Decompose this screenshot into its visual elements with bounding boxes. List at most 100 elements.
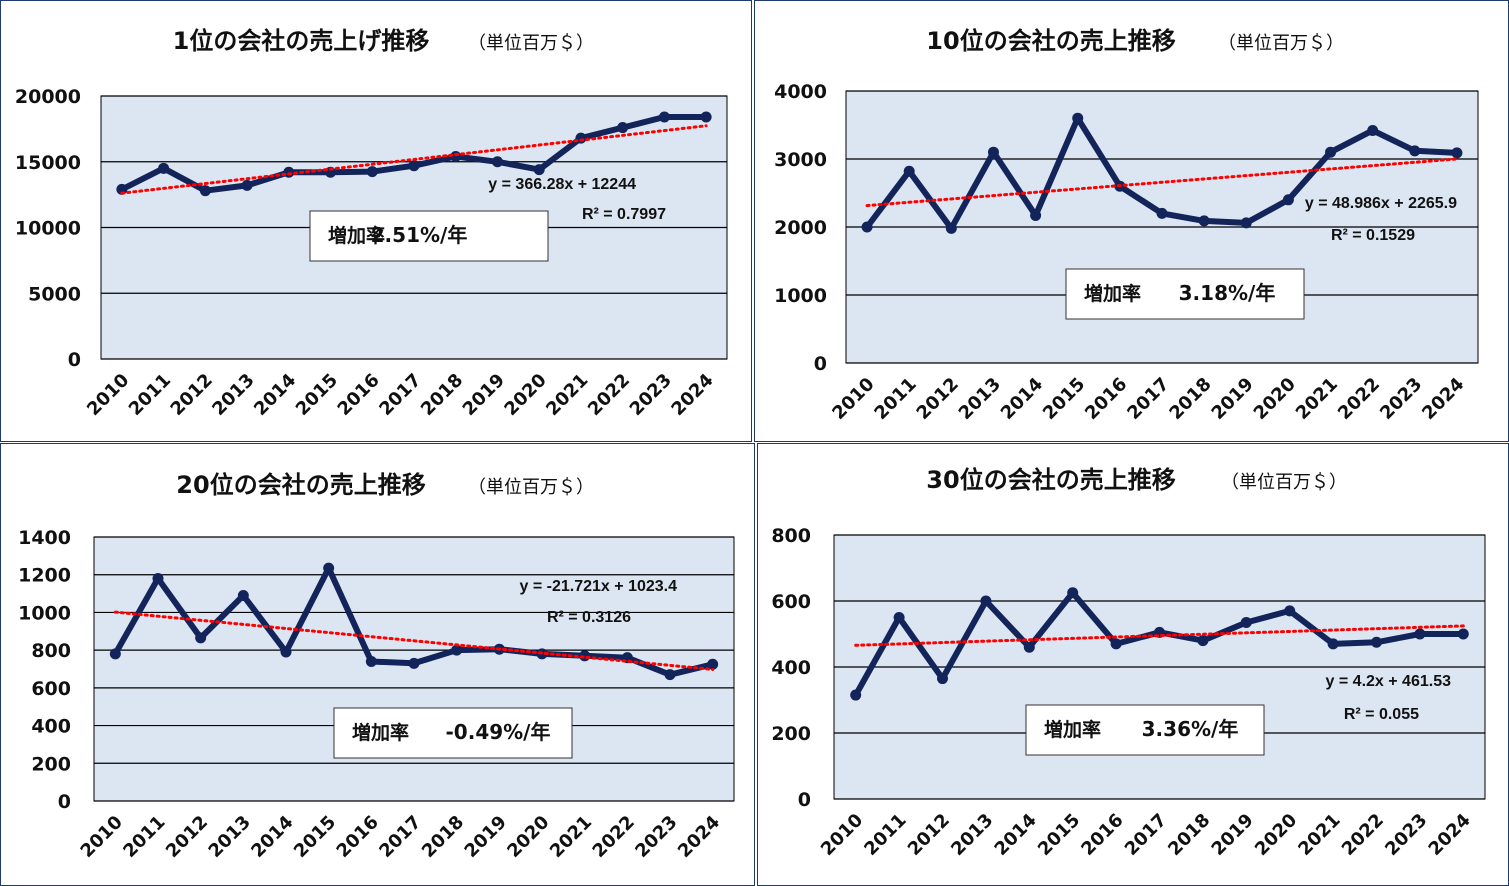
y-tick-label: 1400 bbox=[18, 527, 71, 549]
data-point bbox=[1198, 215, 1210, 227]
x-tick-label: 2019 bbox=[1208, 810, 1258, 860]
x-tick-label: 2010 bbox=[828, 374, 878, 424]
y-tick-label: 3000 bbox=[774, 149, 827, 171]
chart-unit-label: （単位百万＄） bbox=[1221, 472, 1347, 493]
rate-label: 増加率 bbox=[352, 721, 409, 744]
data-point bbox=[1110, 638, 1122, 650]
x-tick-label: 2015 bbox=[290, 812, 340, 862]
data-point bbox=[109, 648, 121, 660]
data-point bbox=[152, 572, 164, 584]
rate-box bbox=[333, 707, 573, 759]
x-tick-label: 2014 bbox=[247, 812, 297, 862]
y-tick-label: 1000 bbox=[774, 285, 827, 307]
trendline-r-squared: R² = 0.3126 bbox=[547, 609, 631, 626]
chart-svg-rank-1: 1位の会社の売上げ推移 （単位百万＄） 0 5000 10000 15000 20000 20… bbox=[15, 27, 728, 420]
plot-area bbox=[93, 536, 735, 802]
chart-panel-rank-20: 20位の会社の売上推移 （単位百万＄） 0 200 400 600 800 1000 1200 1… bbox=[0, 443, 755, 886]
data-point bbox=[1284, 605, 1296, 617]
data-point bbox=[617, 122, 629, 134]
data-point bbox=[658, 111, 670, 123]
y-tick-label: 400 bbox=[771, 657, 811, 679]
data-point bbox=[903, 165, 915, 177]
x-tick-label: 2015 bbox=[1034, 810, 1084, 860]
chart-title: 20位の会社の売上推移 bbox=[176, 471, 425, 499]
x-tick-label: 2011 bbox=[119, 812, 169, 862]
x-tick-label: 2019 bbox=[461, 812, 511, 862]
y-tick-label: 20000 bbox=[15, 86, 81, 108]
x-tick-label: 2024 bbox=[674, 812, 724, 862]
y-tick-label: 15000 bbox=[15, 152, 81, 174]
x-tick-label: 2017 bbox=[375, 370, 425, 420]
x-tick-label: 2021 bbox=[1294, 810, 1344, 860]
rate-label: 増加率 bbox=[1044, 718, 1101, 741]
data-point bbox=[700, 111, 712, 123]
x-tick-label: 2023 bbox=[626, 370, 676, 420]
chart-title: 1位の会社の売上げ推移 bbox=[173, 27, 430, 55]
data-point bbox=[1282, 194, 1294, 206]
trendline bbox=[120, 124, 708, 195]
rate-label: 増加率 bbox=[1084, 282, 1141, 305]
data-point bbox=[707, 658, 719, 670]
data-point bbox=[987, 146, 999, 158]
trendline-equation: y = -21.721x + 1023.4 bbox=[520, 578, 678, 595]
trendline-r-squared: R² = 0.1529 bbox=[1331, 227, 1415, 244]
data-point bbox=[1451, 147, 1463, 159]
x-tick-label: 2013 bbox=[955, 374, 1005, 424]
data-point bbox=[1030, 209, 1042, 221]
x-tick-label: 2016 bbox=[334, 370, 384, 420]
x-tick-label: 2020 bbox=[503, 812, 553, 862]
data-point bbox=[408, 160, 420, 172]
chart-title: 30位の会社の売上推移 bbox=[926, 466, 1175, 494]
x-tick-label: 2011 bbox=[125, 370, 175, 420]
chart-panel-rank-1: 1位の会社の売上げ推移 （単位百万＄） 0 5000 10000 15000 20000 20… bbox=[0, 0, 752, 442]
x-tick-label: 2018 bbox=[1164, 810, 1214, 860]
trendline-equation: y = 48.986x + 2265.9 bbox=[1305, 195, 1457, 212]
x-tick-label: 2013 bbox=[208, 370, 258, 420]
trendline-r-squared: R² = 0.7997 bbox=[582, 206, 666, 223]
data-point bbox=[1409, 145, 1421, 157]
y-tick-label: 0 bbox=[68, 349, 81, 371]
y-tick-label: 200 bbox=[31, 753, 71, 775]
chart-unit-label: （単位百万＄） bbox=[468, 33, 594, 54]
y-tick-label: 5000 bbox=[28, 283, 81, 305]
x-tick-label: 2010 bbox=[83, 370, 133, 420]
x-tick-label: 2013 bbox=[947, 810, 997, 860]
x-tick-label: 2022 bbox=[589, 812, 639, 862]
rate-value: 2.51%/年 bbox=[371, 223, 468, 247]
x-tick-label: 2011 bbox=[860, 810, 910, 860]
x-tick-label: 2014 bbox=[991, 810, 1041, 860]
x-tick-label: 2019 bbox=[1208, 374, 1258, 424]
x-tick-label: 2017 bbox=[1121, 810, 1171, 860]
x-tick-label: 2011 bbox=[870, 374, 920, 424]
data-point bbox=[1325, 146, 1337, 158]
chart-unit-label: （単位百万＄） bbox=[468, 477, 594, 498]
x-tick-label: 2013 bbox=[205, 812, 255, 862]
x-tick-label: 2021 bbox=[542, 370, 592, 420]
y-tick-label: 1200 bbox=[18, 565, 71, 587]
x-tick-label: 2010 bbox=[817, 810, 867, 860]
x-tick-label: 2018 bbox=[417, 370, 467, 420]
y-tick-label: 2000 bbox=[774, 217, 827, 239]
x-tick-label: 2012 bbox=[167, 370, 217, 420]
trendline bbox=[854, 624, 1465, 647]
y-tick-label: 1000 bbox=[18, 602, 71, 624]
data-point bbox=[283, 166, 295, 178]
data-point bbox=[1371, 636, 1382, 648]
x-tick-label: 2023 bbox=[1376, 374, 1426, 424]
data-point bbox=[451, 644, 463, 656]
data-point bbox=[1367, 124, 1379, 136]
x-tick-label: 2016 bbox=[1077, 810, 1127, 860]
data-point bbox=[945, 222, 957, 234]
chart-svg-rank-30: 30位の会社の売上推移 （単位百万＄）0200400600800201020112… bbox=[771, 466, 1486, 860]
x-tick-label: 2022 bbox=[1338, 810, 1388, 860]
y-tick-label: 0 bbox=[798, 789, 811, 811]
trendline-equation: y = 4.2x + 461.53 bbox=[1326, 673, 1452, 690]
data-point bbox=[1240, 616, 1252, 628]
data-point bbox=[408, 657, 420, 669]
x-tick-label: 2022 bbox=[1334, 374, 1384, 424]
trendline bbox=[865, 157, 1459, 208]
chart-svg-rank-20: 20位の会社の売上推移 （単位百万＄） 0 200 400 600 800 1000 1200 1… bbox=[18, 471, 735, 862]
x-tick-label: 2020 bbox=[500, 370, 550, 420]
y-tick-label: 600 bbox=[771, 591, 811, 613]
data-point bbox=[199, 185, 211, 197]
